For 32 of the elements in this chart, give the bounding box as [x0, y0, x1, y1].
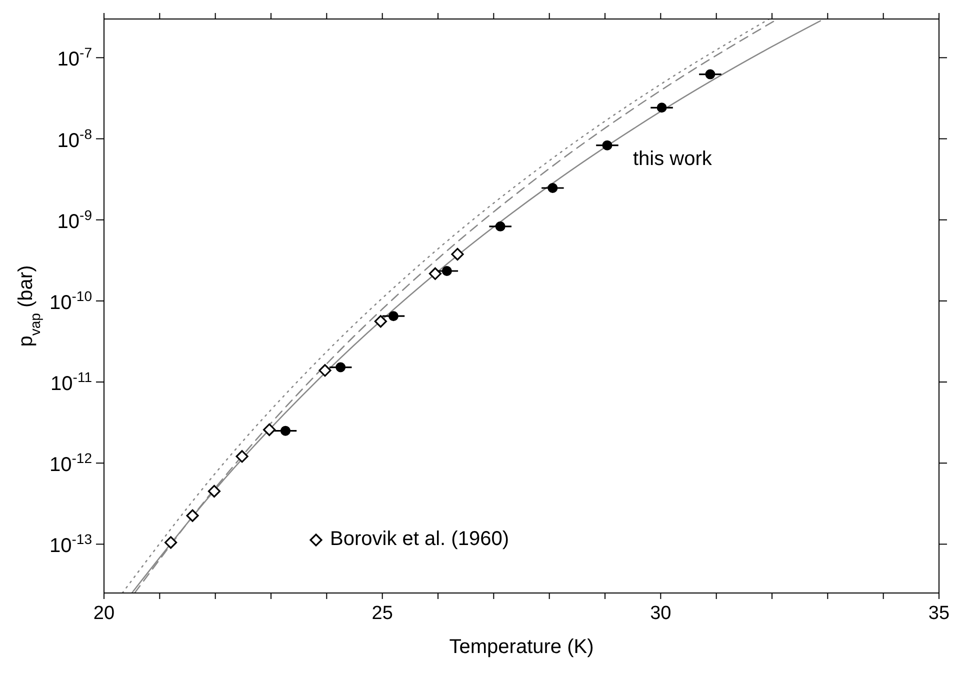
point [705, 69, 716, 80]
x-tick-label: 35 [928, 603, 950, 624]
y-tick-label: 10$^{-10}$ [50, 288, 92, 314]
point [656, 102, 667, 113]
point [263, 423, 276, 436]
point [164, 536, 178, 549]
point [442, 266, 452, 276]
point [428, 267, 442, 280]
point [186, 509, 199, 522]
point [548, 183, 558, 194]
point [336, 362, 346, 372]
point [236, 450, 248, 463]
y-tick-label: 10$^{-11}$ [50, 369, 92, 396]
annotation: this work [633, 148, 712, 171]
x-axis-title: Temperature (K) [449, 636, 594, 658]
point [374, 315, 387, 328]
point [602, 140, 612, 150]
legend-label: Borovik et al. (1960) [330, 528, 509, 551]
point [318, 364, 332, 377]
y-tick-label: 10$^{-13}$ [50, 531, 92, 558]
x-tick-label: 25 [372, 603, 393, 624]
y-tick-label: 10$^{-7}$ [57, 44, 92, 71]
y-tick-label: 10$^{-9}$ [57, 206, 92, 233]
point [280, 426, 290, 436]
y-tick-label: 10$^{-12}$ [50, 450, 92, 476]
y-tick-label: 10$^{-8}$ [57, 126, 92, 152]
point [451, 248, 464, 261]
x-tick-label: 30 [650, 603, 672, 624]
point [208, 484, 221, 498]
x-tick-label: 20 [93, 603, 115, 624]
point [495, 221, 506, 232]
point [388, 311, 398, 322]
